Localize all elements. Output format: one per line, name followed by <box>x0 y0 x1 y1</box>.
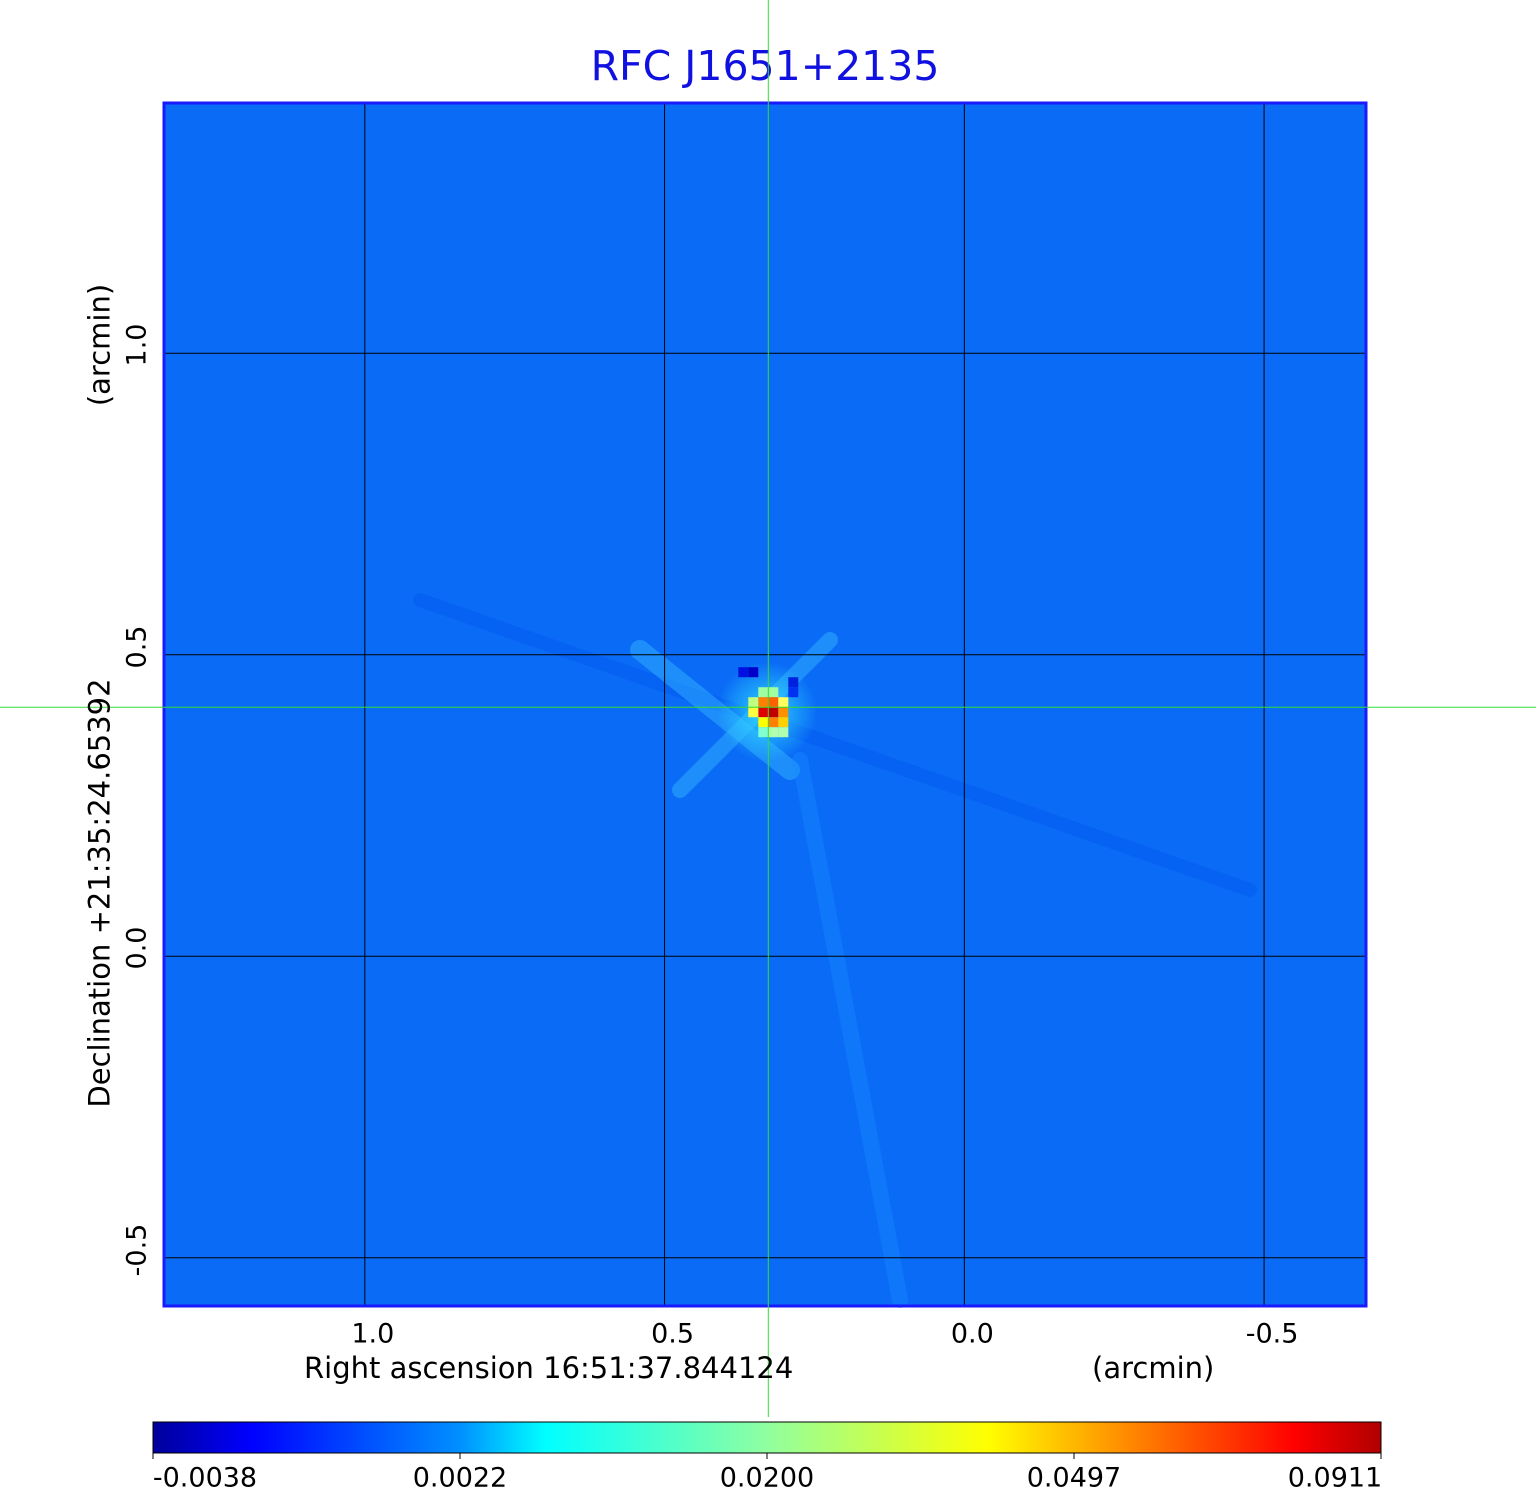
source-pixel <box>748 667 759 678</box>
x-tick-label: 0.5 <box>651 1318 695 1350</box>
source-pixel <box>788 687 799 698</box>
source-pixel <box>768 727 779 738</box>
colorbar-tick-label: 0.0911 <box>1287 1462 1383 1494</box>
source-pixel <box>758 687 769 698</box>
source-pixel <box>778 697 789 708</box>
source-pixel <box>778 727 789 738</box>
source-pixel <box>768 717 779 728</box>
x-axis-label: Right ascension 16:51:37.844124 <box>304 1351 794 1385</box>
colorbar-tick-label: 0.0497 <box>1026 1462 1122 1494</box>
y-tick-label: 0.5 <box>121 625 153 669</box>
source-pixel <box>748 697 759 708</box>
colorbar-tick-label: 0.0200 <box>719 1462 815 1494</box>
y-axis-label: Declination +21:35:24.65392 <box>82 678 117 1108</box>
y-tick-label: -0.5 <box>121 1223 153 1277</box>
source-pixel <box>758 697 769 708</box>
source-pixel <box>758 727 769 738</box>
source-pixel <box>738 667 749 678</box>
source-pixel <box>748 707 759 718</box>
x-tick-label: -0.5 <box>1245 1318 1299 1350</box>
y-axis-unit: (arcmin) <box>82 283 117 407</box>
crosshair <box>0 0 1536 1417</box>
source-pixel <box>778 707 789 718</box>
y-tick-label: 1.0 <box>121 323 153 367</box>
plot-frame <box>162 101 1368 1308</box>
source-pixel <box>768 697 779 708</box>
y-tick-label: 0.0 <box>121 926 153 970</box>
source-pixel <box>758 717 769 728</box>
source-pixels <box>738 667 799 738</box>
x-axis-unit: (arcmin) <box>1092 1351 1215 1385</box>
chart-title: RFC J1651+2135 <box>590 42 940 90</box>
source-pixel <box>778 717 789 728</box>
source-pixel <box>758 707 769 718</box>
colorbar-tick-label: 0.0022 <box>412 1462 508 1494</box>
source-pixel <box>768 687 779 698</box>
colorbar <box>152 1421 1382 1454</box>
x-tick-label: 0.0 <box>950 1318 994 1350</box>
colorbar-ticks <box>152 1453 1382 1459</box>
x-tick-label: 1.0 <box>351 1318 395 1350</box>
source-pixel <box>788 677 799 688</box>
grid <box>164 103 1366 1306</box>
source-pixel <box>768 707 779 718</box>
colorbar-tick-label: -0.0038 <box>152 1462 258 1494</box>
